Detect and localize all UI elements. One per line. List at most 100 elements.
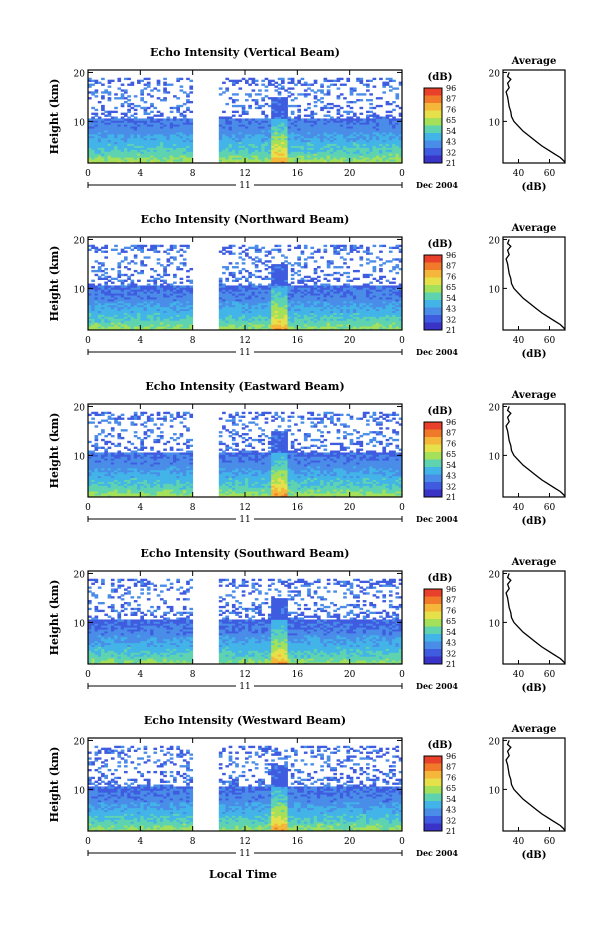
heatmap-cell xyxy=(274,143,279,146)
heatmap-cell xyxy=(150,155,154,158)
heatmap-cell xyxy=(280,262,285,265)
heatmap-cell xyxy=(258,285,262,288)
heatmap-cell xyxy=(274,112,279,115)
heatmap-cell xyxy=(349,141,354,145)
heatmap-cell xyxy=(359,285,364,288)
heatmap-cell xyxy=(225,310,230,313)
heatmap-cell xyxy=(94,295,99,298)
heatmap-cell xyxy=(352,147,357,150)
heatmap-cell xyxy=(359,287,364,290)
heatmap-cell xyxy=(104,285,109,288)
heatmap-cell xyxy=(297,312,301,315)
heatmap-cell xyxy=(179,304,184,308)
heatmap-cell xyxy=(287,299,292,302)
heatmap-cell xyxy=(166,135,171,139)
heatmap-cell xyxy=(310,161,315,164)
heatmap-cell xyxy=(307,145,311,148)
heatmap-cell xyxy=(277,110,282,114)
heatmap-cell xyxy=(94,141,99,145)
heatmap-cell xyxy=(303,149,308,152)
heatmap-cell xyxy=(310,149,315,152)
heatmap-cell xyxy=(107,79,112,83)
heatmap-cell xyxy=(225,279,230,282)
heatmap-cell xyxy=(352,145,357,148)
heatmap-cell xyxy=(231,143,236,146)
heatmap-cell xyxy=(280,324,285,327)
heatmap-cell xyxy=(339,147,344,150)
heatmap-cell xyxy=(271,279,275,282)
heatmap-cell xyxy=(107,147,112,150)
heatmap-cell xyxy=(284,104,288,108)
heatmap-cell xyxy=(369,308,373,312)
heatmap-cell xyxy=(248,293,252,296)
heatmap-cell xyxy=(366,302,370,306)
heatmap-cell xyxy=(179,306,184,310)
heatmap-cell xyxy=(143,299,148,302)
heatmap-cell xyxy=(137,287,141,290)
heatmap-cell xyxy=(287,95,292,98)
heatmap-cell xyxy=(97,295,102,298)
heatmap-cell xyxy=(101,149,105,152)
heatmap-cell xyxy=(228,137,233,141)
heatmap-cell xyxy=(392,108,396,112)
heatmap-cell xyxy=(245,252,249,255)
heatmap-cell xyxy=(349,248,354,251)
heatmap-cell xyxy=(336,118,341,121)
heatmap-cell xyxy=(241,139,246,143)
heatmap-cell xyxy=(169,262,174,265)
heatmap-cell xyxy=(280,87,285,90)
heatmap-cell xyxy=(114,130,118,133)
heatmap-cell xyxy=(369,128,373,131)
heatmap-cell xyxy=(352,314,357,317)
heatmap-cell xyxy=(97,132,102,135)
heatmap-cell xyxy=(369,161,373,164)
heatmap-cell xyxy=(231,271,236,275)
heatmap-cell xyxy=(238,287,243,290)
heatmap-cell xyxy=(280,271,285,275)
heatmap-cell xyxy=(110,153,115,156)
heatmap-cell xyxy=(356,287,360,290)
heatmap-cell xyxy=(143,126,148,129)
heatmap-cell xyxy=(156,143,161,146)
heatmap-cell xyxy=(117,149,122,152)
heatmap-cell xyxy=(176,120,180,123)
heatmap-cell xyxy=(277,250,282,253)
heatmap-cell xyxy=(333,318,337,321)
heatmap-cell xyxy=(290,124,295,127)
heatmap-cell xyxy=(366,145,370,148)
heatmap-cell xyxy=(104,289,109,292)
heatmap-cell xyxy=(91,141,95,145)
heatmap-cell xyxy=(245,149,249,152)
heatmap-cell xyxy=(320,149,324,152)
heatmap-cell xyxy=(366,275,370,279)
heatmap-cell xyxy=(316,139,321,143)
heatmap-cell xyxy=(277,108,282,112)
heatmap-cell xyxy=(120,95,125,98)
heatmap-cell xyxy=(225,312,230,315)
heatmap-cell xyxy=(300,159,305,162)
heatmap-cell xyxy=(294,132,298,135)
heatmap-cell xyxy=(297,324,301,327)
heatmap-cell xyxy=(101,155,105,158)
heatmap-cell xyxy=(395,157,400,160)
heatmap-cell xyxy=(117,145,122,148)
heatmap-cell xyxy=(297,310,301,313)
heatmap-cell xyxy=(176,314,180,317)
heatmap-cell xyxy=(153,328,158,331)
heatmap-cell xyxy=(241,302,246,306)
heatmap-cell xyxy=(104,277,109,281)
heatmap-cell xyxy=(290,135,295,139)
heatmap-cell xyxy=(143,143,148,146)
heatmap-cell xyxy=(88,147,92,150)
heatmap-cell xyxy=(398,130,403,133)
heatmap-cell xyxy=(127,275,131,279)
heatmap-cell xyxy=(228,297,233,300)
heatmap-cell xyxy=(248,132,252,135)
heatmap-cell xyxy=(287,320,292,323)
heatmap-cell xyxy=(326,312,331,315)
heatmap-cell xyxy=(366,299,370,302)
heatmap-cell xyxy=(258,120,262,123)
heatmap-cell xyxy=(143,149,148,152)
heatmap-cell xyxy=(235,279,239,282)
heatmap-cell xyxy=(130,324,135,327)
